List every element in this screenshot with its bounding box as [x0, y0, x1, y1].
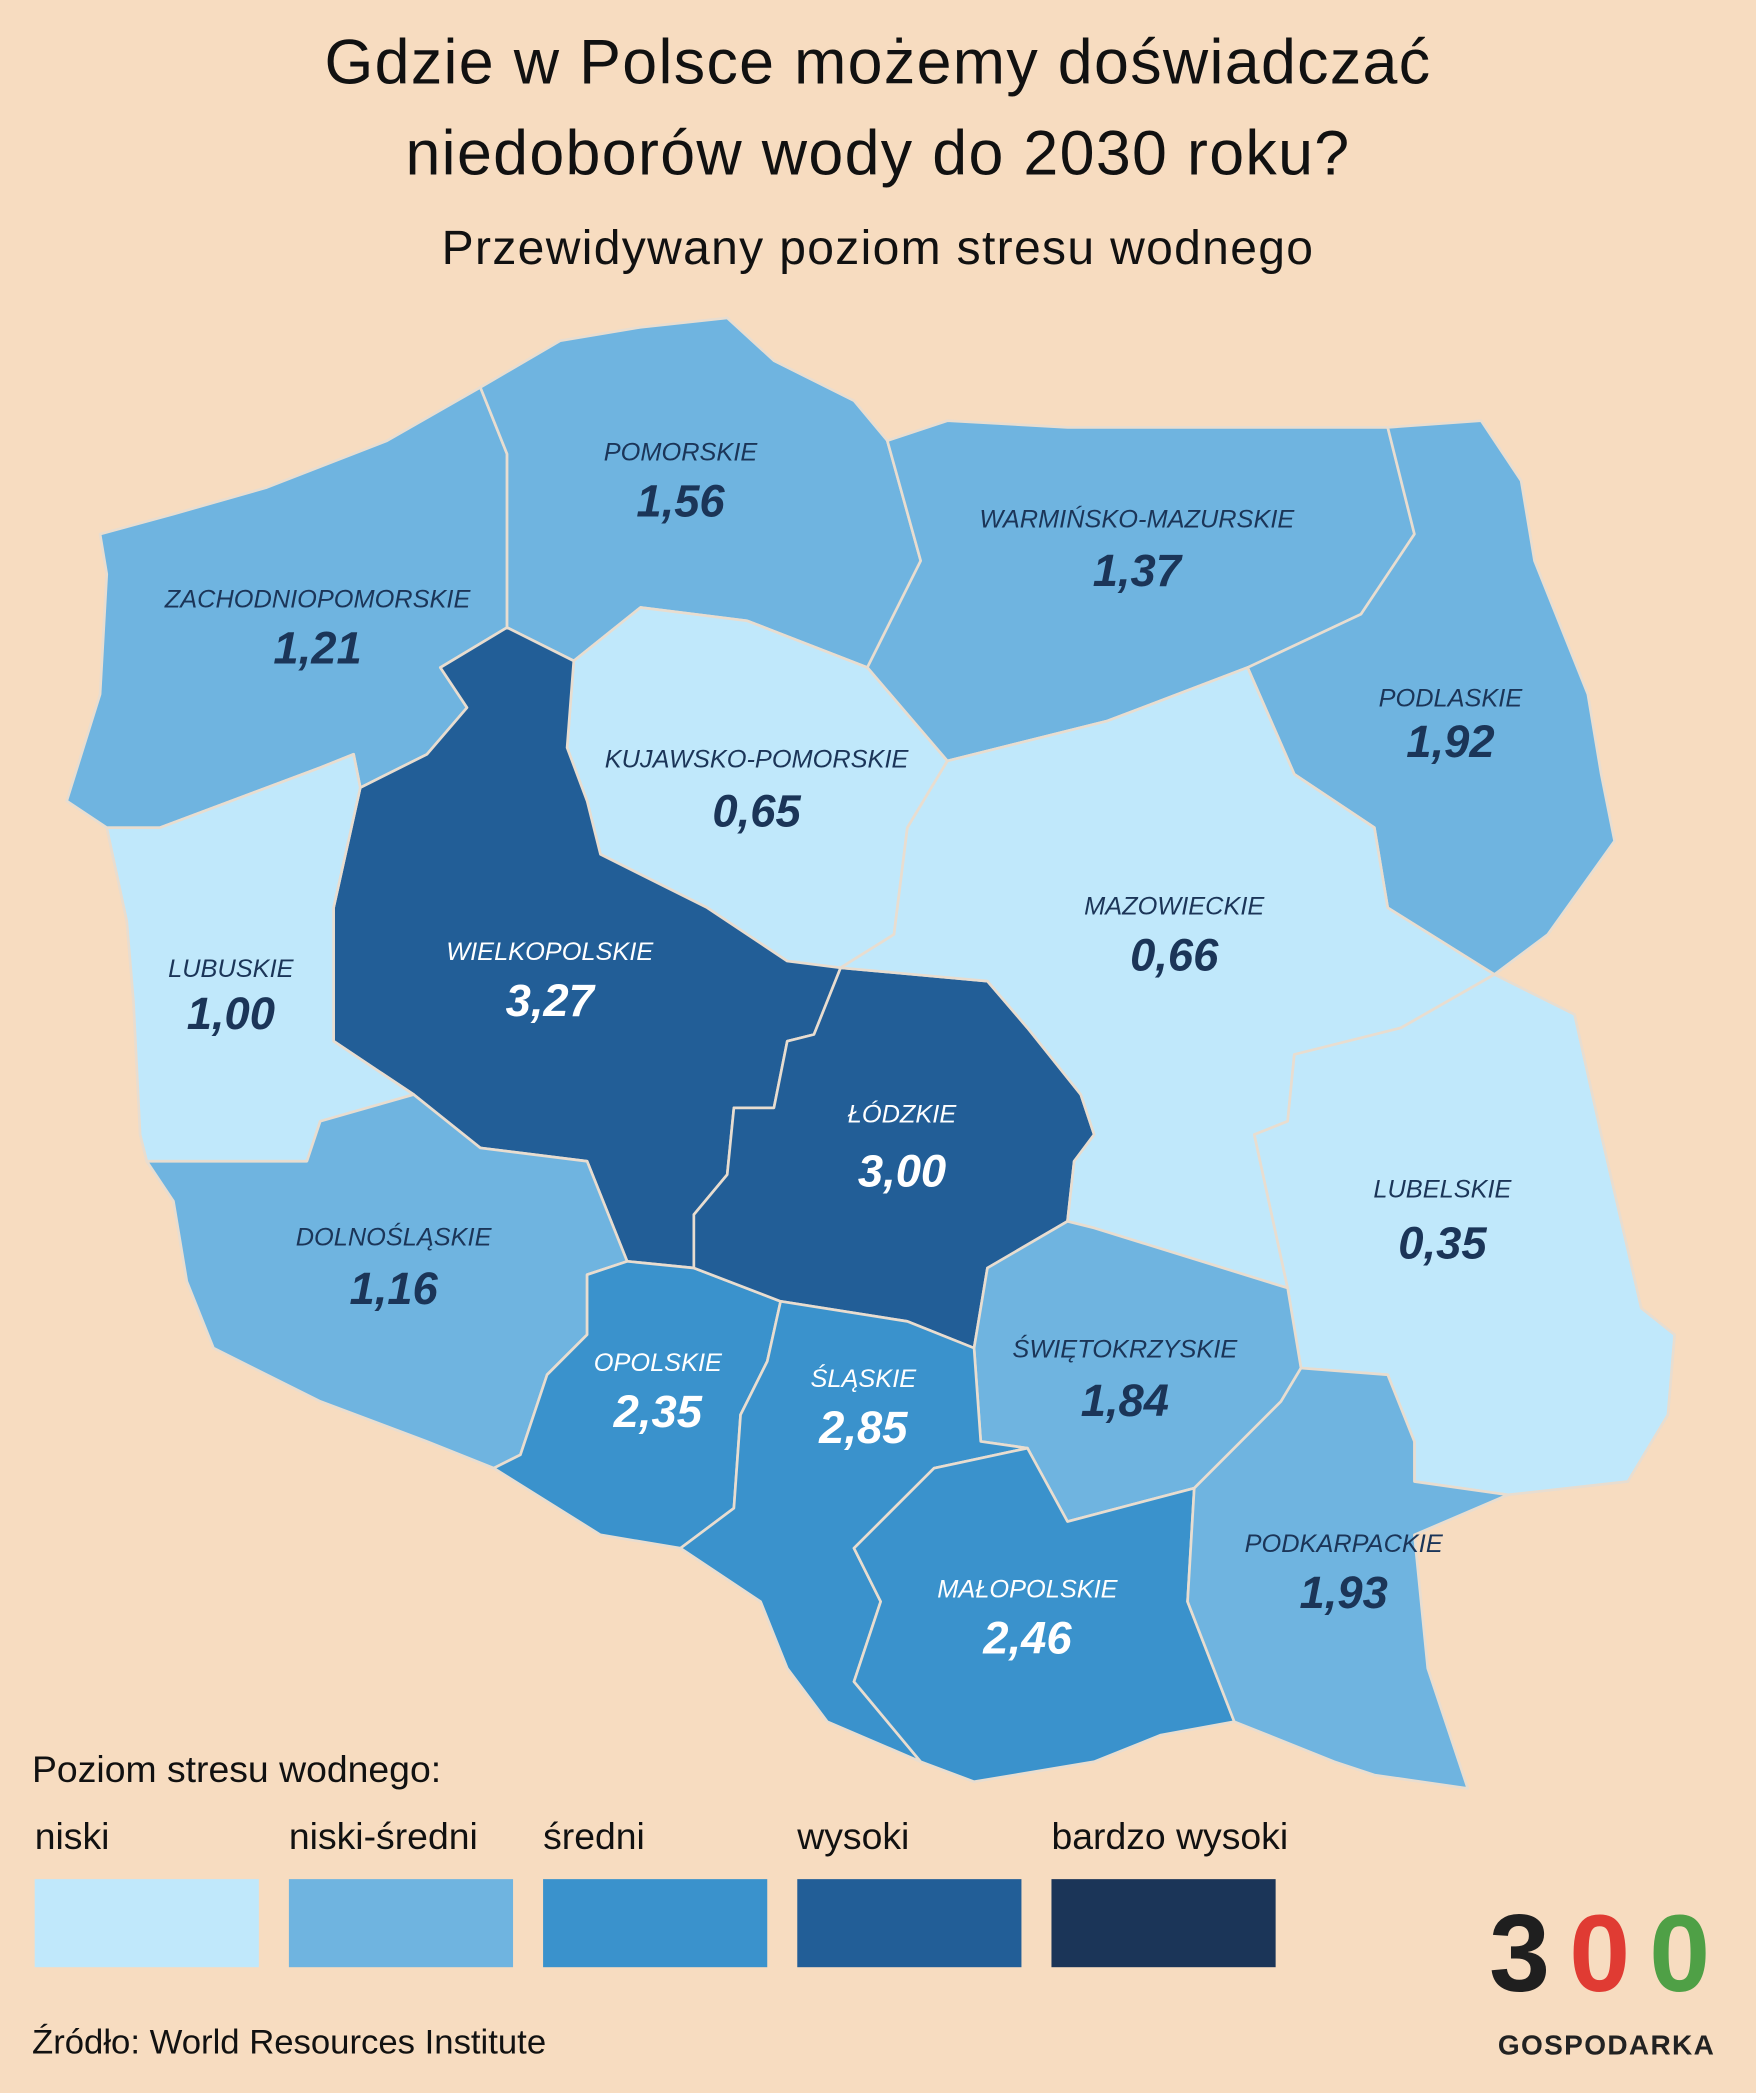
legend-swatch	[797, 1879, 1022, 1968]
region-name: KUJAWSKO-POMORSKIE	[605, 746, 910, 774]
logo-digit: 0	[1649, 1893, 1710, 2015]
title-line: Gdzie w Polsce możemy doświadczać	[325, 28, 1432, 98]
region-value: 1,37	[1093, 545, 1183, 596]
subtitle: Przewidywany poziom stresu wodnego	[442, 222, 1315, 275]
region-name: ŚWIĘTOKRZYSKIE	[1012, 1333, 1238, 1363]
source: Źródło: World Resources Institute	[32, 2023, 546, 2062]
region-name: ŚLĄSKIE	[810, 1363, 917, 1393]
legend-swatch	[543, 1879, 768, 1968]
region-value: 0,66	[1130, 929, 1219, 980]
region-value: 1,21	[273, 623, 361, 674]
region-name: PODLASKIE	[1379, 684, 1524, 712]
region-name: OPOLSKIE	[594, 1349, 723, 1377]
region-name: WIELKOPOLSKIE	[446, 938, 654, 966]
region-name: POMORSKIE	[604, 439, 759, 467]
region-name: LUBELSKIE	[1373, 1175, 1512, 1203]
region-value: 1,93	[1300, 1567, 1388, 1618]
region-name: MAZOWIECKIE	[1084, 892, 1265, 920]
legend-swatch	[288, 1879, 514, 1968]
region-value: 2,85	[818, 1402, 908, 1453]
region-name: PODKARPACKIE	[1245, 1530, 1444, 1558]
logo-name: GOSPODARKA	[1498, 2030, 1715, 2061]
title-line: niedoborów wody do 2030 roku?	[405, 118, 1350, 188]
region-value: 3,27	[506, 975, 596, 1026]
region-value: 1,84	[1081, 1375, 1169, 1426]
region-value: 0,35	[1398, 1218, 1487, 1269]
region-value: 1,16	[349, 1263, 438, 1314]
legend: niski niski-średni średni wysoki bardzo wyso…	[34, 1815, 1288, 1968]
region-labels: ZACHODNIOPOMORSKIE 1,21 POMORSKIE 1,56 WARMI…	[164, 439, 1524, 1664]
legend-label: niski-średni	[289, 1815, 478, 1857]
region-name: ŁÓDZKIE	[848, 1100, 958, 1129]
map	[65, 316, 1676, 1790]
region-value: 2,35	[613, 1386, 703, 1437]
legend-swatch	[1051, 1879, 1276, 1968]
region	[1186, 1366, 1510, 1790]
region-name: WARMIŃSKO-MAZURSKIE	[979, 504, 1295, 533]
region	[105, 752, 415, 1163]
region-value: 1,56	[636, 476, 725, 527]
region	[1246, 419, 1616, 976]
region-value: 1,00	[187, 988, 275, 1039]
region-name: MAŁOPOLSKIE	[937, 1576, 1118, 1604]
logo-digit: 3	[1489, 1893, 1550, 2015]
region-value: 1,92	[1406, 716, 1494, 767]
legend-label: bardzo wysoki	[1051, 1815, 1288, 1857]
region-value: 3,00	[858, 1146, 946, 1197]
legend-label: wysoki	[796, 1815, 909, 1857]
logo-digit: 0	[1569, 1893, 1630, 2015]
region-value: 0,65	[712, 785, 801, 836]
legend-label: średni	[543, 1815, 645, 1857]
region-name: ZACHODNIOPOMORSKIE	[164, 586, 472, 614]
region-value: 2,46	[982, 1613, 1072, 1664]
legend-title: Poziom stresu wodnego:	[32, 1748, 441, 1790]
legend-swatch	[34, 1879, 259, 1968]
region-name: DOLNOŚLĄSKIE	[296, 1221, 493, 1251]
legend-label: niski	[35, 1815, 110, 1857]
region-name: LUBUSKIE	[168, 955, 294, 983]
